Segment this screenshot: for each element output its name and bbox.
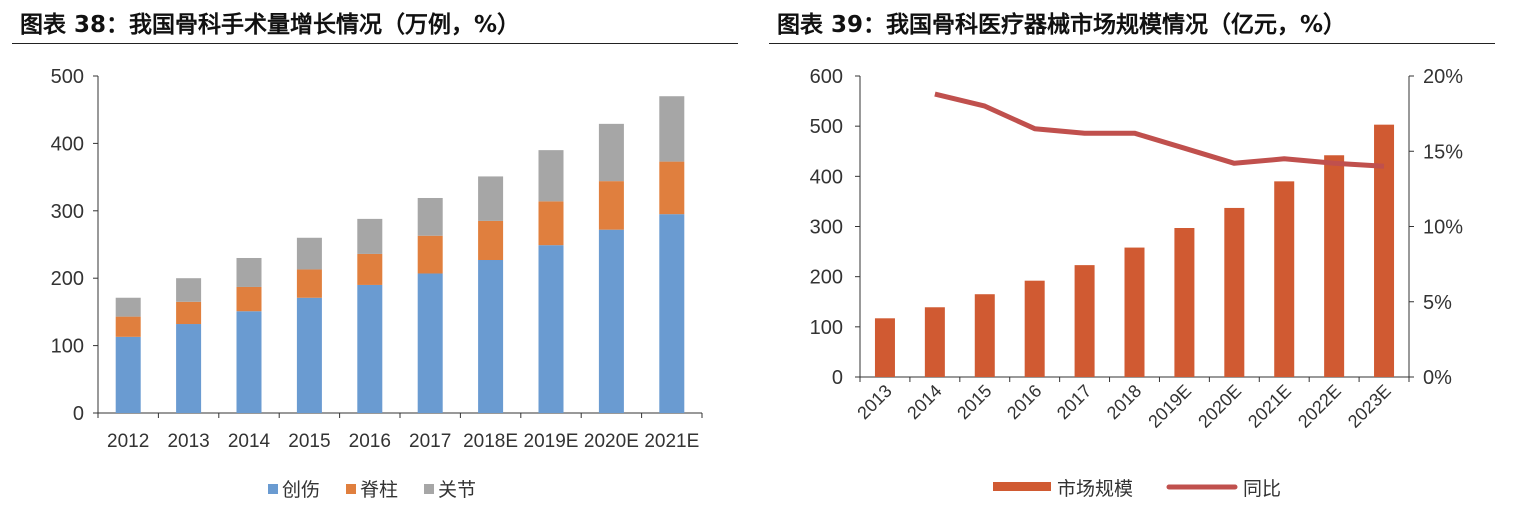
x-tick-label: 2023E [1344, 381, 1395, 432]
bar-segment [659, 96, 685, 162]
y-tick-label-right: 10% [1423, 217, 1463, 239]
line-series-yoy [934, 91, 1385, 169]
x-tick-label: 2013 [853, 381, 895, 423]
bar [1374, 124, 1395, 377]
bar-segment [598, 229, 624, 413]
legend-label: 市场规模 [1057, 478, 1133, 500]
bar [1324, 155, 1345, 377]
legend-label: 同比 [1243, 478, 1281, 500]
bar-segment [478, 176, 504, 221]
title-underline [769, 43, 1495, 44]
x-tick-label: 2021E [1244, 381, 1295, 432]
bar-segment [659, 214, 685, 413]
x-tick-label: 2016 [1003, 381, 1045, 423]
x-tick-label: 2019E [524, 431, 579, 452]
y-tick-label: 300 [51, 201, 84, 223]
x-tick-label: 2017 [1053, 381, 1095, 423]
x-tick-label: 2012 [107, 431, 149, 452]
bar-segment [538, 245, 564, 413]
bar-line-chart: 0 100 200 300 400 500 600 0% 5% 10% 15% 20% 2013 2014… [810, 66, 1464, 500]
chart-title: 图表 38：我国骨科手术量增长情况（万例，%） [20, 12, 521, 38]
bar [924, 307, 945, 377]
legend-swatch [424, 484, 434, 494]
y-tick-label: 0 [73, 403, 84, 425]
bar [1024, 280, 1045, 377]
bar [1124, 247, 1145, 377]
bar-segment [236, 286, 262, 312]
bar-segment [236, 257, 262, 287]
x-tick-label: 2020E [1194, 381, 1245, 432]
legend-swatch [346, 484, 356, 494]
bar-segment [598, 123, 624, 182]
bar-segment [478, 220, 504, 261]
bar-segment [478, 260, 504, 413]
y-tick-label-left: 600 [810, 66, 843, 88]
legend-swatch [268, 484, 278, 494]
y-tick-label: 200 [51, 268, 84, 290]
bar-segment [115, 336, 141, 413]
y-tick-label-left: 0 [832, 367, 843, 389]
bar-segment [417, 273, 443, 413]
bar [874, 318, 895, 377]
x-tick-label: 2016 [349, 431, 391, 452]
y-tick-label: 500 [51, 66, 84, 88]
y-tick-label-left: 300 [810, 217, 843, 239]
bar-segment [176, 324, 202, 413]
legend-swatch-bar [993, 482, 1051, 491]
bar-segment [598, 181, 624, 230]
bar-segment [417, 235, 443, 274]
x-tick-label: 2020E [584, 431, 639, 452]
x-tick-label: 2013 [167, 431, 209, 452]
y-tick-label-right: 5% [1423, 292, 1452, 314]
bar-segment [296, 237, 322, 270]
bar [1224, 207, 1245, 377]
bar-segment [538, 150, 564, 202]
y-tick-label-right: 15% [1423, 141, 1463, 163]
bar-segment [357, 253, 383, 285]
stacked-bar-chart: 0 100 200 300 400 500 2012 2013 2014 2015 2016 2017… [51, 66, 703, 501]
legend-label: 关节 [438, 479, 476, 501]
y-tick-label-left: 400 [810, 166, 843, 188]
x-tick-label: 2021E [644, 431, 699, 452]
y-tick-label-right: 20% [1423, 66, 1463, 88]
x-tick-label: 2015 [288, 431, 330, 452]
bar-segment [296, 297, 322, 413]
bar-segment [417, 197, 443, 236]
bar-segment [357, 218, 383, 254]
bar-segment [357, 284, 383, 413]
y-tick-label-left: 100 [810, 317, 843, 339]
bar-segment [538, 201, 564, 246]
y-tick-label-left: 200 [810, 267, 843, 289]
x-tick-label: 2019E [1144, 381, 1195, 432]
bar-segment [296, 269, 322, 298]
x-tick-label: 2018E [463, 431, 518, 452]
bar-segment [176, 278, 202, 302]
x-tick-label: 2022E [1294, 381, 1345, 432]
x-tick-label: 2015 [953, 381, 995, 423]
bar [1174, 228, 1195, 377]
bar-segment [115, 316, 141, 337]
x-tick-label: 2017 [409, 431, 451, 452]
chart-panel-market-size: 图表 39：我国骨科医疗器械市场规模情况（亿元，%） 0 100 200 300 400… [757, 0, 1514, 526]
bar-segment [659, 161, 685, 215]
bar-segment [236, 311, 262, 413]
x-tick-label: 2014 [228, 431, 271, 452]
y-tick-label: 100 [51, 336, 84, 358]
chart-panel-surgery-volume: 图表 38：我国骨科手术量增长情况（万例，%） 0 100 200 300 400 500… [12, 12, 738, 501]
chart-title: 图表 39：我国骨科医疗器械市场规模情况（亿元，%） [777, 12, 1347, 38]
legend-label: 脊柱 [360, 479, 398, 501]
title-underline [12, 43, 738, 44]
x-tick-label: 2014 [903, 381, 945, 423]
bar [1274, 181, 1295, 377]
y-tick-label-left: 500 [810, 116, 843, 138]
x-tick-label: 2018 [1103, 381, 1145, 423]
bar [974, 294, 995, 377]
bar [1074, 265, 1095, 377]
y-tick-label: 400 [51, 133, 84, 155]
bar-segment [115, 297, 141, 317]
legend-label: 创伤 [282, 479, 320, 501]
y-tick-label-right: 0% [1423, 367, 1452, 389]
bar-segment [176, 301, 202, 325]
